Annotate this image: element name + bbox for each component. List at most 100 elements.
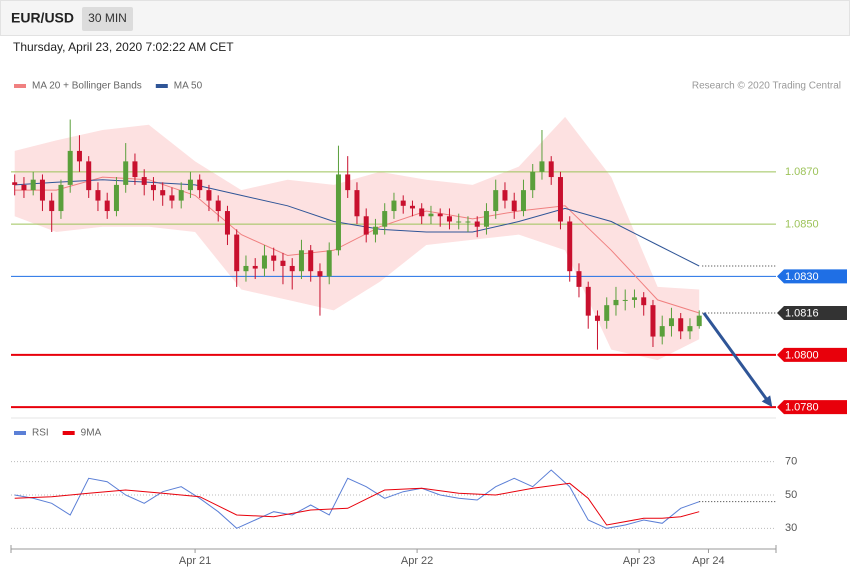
candle-body (224, 211, 230, 235)
candle-body (585, 286, 591, 316)
candle-body (67, 150, 73, 185)
level-badge (777, 269, 847, 284)
credit: Research © 2020 Trading Central (692, 81, 841, 92)
candle-body (409, 205, 415, 209)
candle-body (668, 318, 674, 327)
candle-body (446, 216, 452, 222)
level-label: 1.0780 (785, 402, 819, 414)
header-bar (0, 0, 850, 36)
candle-body (456, 221, 462, 223)
x-tick-label: Apr 22 (401, 555, 433, 567)
candle-body (132, 161, 138, 178)
candle-body (391, 200, 397, 212)
candle-body (95, 190, 101, 201)
level-label: 1.0816 (785, 307, 819, 319)
candle-body (234, 234, 240, 272)
candle-body (576, 271, 582, 287)
level-badge (777, 400, 847, 415)
candle-body (483, 211, 489, 227)
candle-body (39, 179, 45, 201)
indicator-line (14, 469, 700, 529)
candle-body (30, 179, 36, 191)
candle-body (58, 184, 64, 212)
legend-swatch (62, 431, 75, 435)
candle-body (86, 161, 92, 191)
candle-body (206, 190, 212, 201)
candle-body (113, 184, 119, 212)
x-tick-label: Apr 21 (179, 555, 211, 567)
candle-body (557, 177, 563, 222)
candle-body (650, 305, 656, 337)
legend-label: RSI (32, 428, 49, 439)
candle-body (696, 315, 702, 327)
candle-body (354, 190, 360, 217)
candle-body (678, 318, 684, 332)
legend-label: 9MA (81, 428, 102, 439)
level-label: 1.0830 (785, 271, 819, 283)
candle-body (326, 250, 332, 277)
level-label: 1.0800 (785, 349, 819, 361)
candle-body (594, 315, 600, 321)
candle-body (141, 177, 147, 185)
legend-label: MA 50 (174, 81, 203, 92)
candle-body (21, 184, 27, 191)
level-badge (777, 306, 847, 321)
candle-body (261, 255, 267, 269)
candle-body (317, 271, 323, 277)
candle-body (243, 265, 249, 272)
forecast-arrowhead (761, 395, 773, 408)
candle-body (687, 326, 693, 332)
candle-body (539, 161, 545, 172)
timestamp: Thursday, April 23, 2020 7:02:22 AM CET (13, 40, 234, 54)
candle-body (502, 190, 508, 201)
candle-body (104, 200, 110, 212)
candle-body (604, 305, 610, 321)
candle-body (659, 326, 665, 337)
candle-body (622, 299, 628, 301)
candle-body (271, 255, 277, 261)
level-label: 1.0850 (785, 219, 819, 231)
candle-body (363, 216, 369, 235)
candle-body (530, 171, 536, 191)
candle-body (465, 221, 471, 223)
candle-body (631, 297, 637, 300)
price-panel: 1.0870 1.0850 1.0830 1.0816 1.0800 1.0780 MA 2… (11, 81, 847, 415)
candle-body (400, 200, 406, 206)
candle-body (178, 190, 184, 201)
timeframe[interactable]: 30 MIN (88, 11, 127, 25)
candle-body (215, 200, 221, 212)
candle-body (123, 161, 129, 185)
candle-body (382, 211, 388, 227)
x-tick-label: Apr 24 (692, 555, 724, 567)
candle-body (187, 179, 193, 191)
candle-body (280, 260, 286, 266)
timeframe-badge[interactable] (82, 7, 133, 31)
candle-body (511, 200, 517, 212)
candle-body (419, 208, 425, 217)
candle-body (12, 182, 18, 185)
candle-body (548, 161, 554, 178)
indicator-line (14, 482, 700, 526)
forecast-arrow (702, 312, 769, 402)
candle-body (567, 221, 573, 272)
candle-body (372, 226, 378, 235)
y-tick-label: 50 (785, 489, 797, 501)
candle-body (150, 184, 156, 191)
candle-body (493, 190, 499, 212)
candle-body (428, 213, 434, 217)
candle-body (49, 200, 55, 212)
rsi-panel: 70 50 30 Apr 21 Apr 22 Apr 23 Apr 24 RSI 9MA (10, 428, 797, 567)
candle-body (298, 250, 304, 272)
candle-body (76, 150, 82, 162)
legend-swatch (14, 84, 26, 88)
candle-body (252, 265, 258, 269)
y-tick-label: 70 (785, 456, 797, 468)
candle-body (160, 190, 166, 196)
y-tick-label: 30 (785, 522, 797, 534)
candle-body (641, 297, 647, 306)
symbol: EUR/USD (11, 10, 74, 26)
candle-body (335, 174, 341, 251)
candle-body (308, 250, 314, 272)
